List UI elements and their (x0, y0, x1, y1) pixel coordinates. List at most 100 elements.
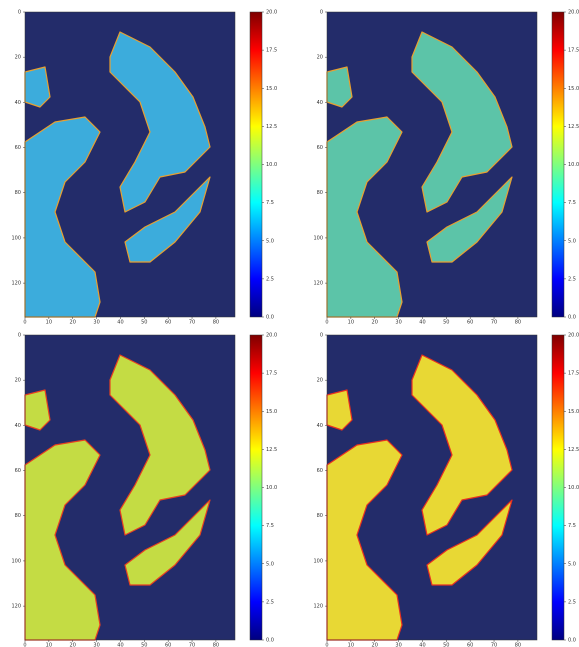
y-tick-label: 100 (313, 235, 323, 241)
colorbar-tick-label: 2.5 (266, 599, 274, 605)
colorbar-tick-label: 15.0 (266, 86, 277, 92)
y-tick-label: 60 (317, 145, 323, 151)
colorbar-tick-label: 17.5 (266, 48, 277, 54)
y-tick-label: 40 (15, 100, 21, 106)
x-tick-label: 0 (325, 643, 328, 647)
colorbar-tick-label: 2.5 (266, 276, 274, 282)
x-tick-label: 20 (70, 643, 76, 647)
colorbar-tick-label: 7.5 (266, 523, 274, 529)
axes-frame (326, 334, 538, 641)
x-tick-label: 70 (189, 320, 195, 326)
colorbar (551, 11, 565, 318)
x-tick-label: 20 (70, 320, 76, 326)
colorbar-tick-label: 20.0 (568, 10, 579, 16)
y-tick-label: 20 (317, 378, 323, 384)
y-tick-label: 120 (11, 604, 21, 610)
x-tick-label: 60 (467, 643, 473, 647)
x-tick-label: 80 (515, 643, 521, 647)
y-tick-label: 80 (15, 513, 21, 519)
colorbar-tick-label: 5.0 (568, 238, 576, 244)
colorbar-tick-label: 17.5 (568, 371, 579, 377)
y-tick-label: 100 (313, 558, 323, 564)
y-tick-label: 80 (317, 190, 323, 196)
x-tick-label: 10 (46, 320, 52, 326)
y-tick-label: 0 (18, 333, 21, 339)
y-tick-label: 20 (15, 55, 21, 61)
x-tick-label: 40 (419, 643, 425, 647)
y-tick-label: 20 (15, 378, 21, 384)
colorbar-tick-label: 5.0 (266, 238, 274, 244)
colorbar-tick-label: 12.5 (568, 447, 579, 453)
y-tick-label: 0 (320, 333, 323, 339)
colorbar-tick-label: 5.0 (568, 561, 576, 567)
colorbar-tick-label: 0.0 (266, 315, 274, 321)
x-tick-label: 80 (515, 320, 521, 326)
x-tick-label: 70 (189, 643, 195, 647)
x-tick-label: 30 (93, 320, 99, 326)
y-tick-label: 60 (15, 145, 21, 151)
x-tick-label: 50 (141, 320, 147, 326)
colorbar-tick-label: 12.5 (568, 124, 579, 130)
x-tick-label: 80 (213, 320, 219, 326)
colorbar-tick-label: 10.0 (568, 162, 579, 168)
colorbar-tick-label: 10.0 (266, 485, 277, 491)
x-tick-label: 30 (93, 643, 99, 647)
y-tick-label: 60 (317, 468, 323, 474)
y-tick-label: 100 (11, 558, 21, 564)
colorbar-tick-label: 20.0 (266, 10, 277, 16)
y-tick-label: 40 (317, 423, 323, 429)
colorbar-tick-label: 12.5 (266, 124, 277, 130)
colorbar-tick-label: 0.0 (568, 315, 576, 321)
colorbar-tick-label: 2.5 (568, 599, 576, 605)
y-tick-label: 120 (313, 281, 323, 287)
x-tick-label: 50 (443, 320, 449, 326)
colorbar-tick-label: 7.5 (568, 200, 576, 206)
x-tick-label: 80 (213, 643, 219, 647)
colorbar-tick-label: 0.0 (266, 638, 274, 644)
colorbar-tick-label: 10.0 (568, 485, 579, 491)
axes-frame (24, 11, 236, 318)
x-tick-label: 40 (117, 320, 123, 326)
colorbar-tick-label: 15.0 (568, 86, 579, 92)
x-tick-label: 50 (141, 643, 147, 647)
colorbar-tick-label: 17.5 (266, 371, 277, 377)
x-tick-label: 50 (443, 643, 449, 647)
axes-frame (24, 334, 236, 641)
x-tick-label: 0 (23, 320, 26, 326)
axes-frame (326, 11, 538, 318)
y-tick-label: 120 (313, 604, 323, 610)
heatmap-image (326, 335, 537, 641)
colorbar-tick-label: 12.5 (266, 447, 277, 453)
x-tick-label: 0 (23, 643, 26, 647)
colorbar-tick-label: 0.0 (568, 638, 576, 644)
y-tick-label: 20 (317, 55, 323, 61)
colorbar-tick-label: 20.0 (266, 333, 277, 339)
y-tick-label: 120 (11, 281, 21, 287)
x-tick-label: 10 (46, 643, 52, 647)
x-tick-label: 70 (491, 320, 497, 326)
y-tick-label: 40 (317, 100, 323, 106)
heatmap-image (24, 335, 235, 641)
heatmap-image (326, 12, 537, 318)
x-tick-label: 20 (372, 320, 378, 326)
colorbar-tick-label: 7.5 (266, 200, 274, 206)
colorbar-tick-label: 10.0 (266, 162, 277, 168)
x-tick-label: 10 (348, 643, 354, 647)
y-tick-label: 60 (15, 468, 21, 474)
colorbar-tick-label: 5.0 (266, 561, 274, 567)
x-tick-label: 40 (419, 320, 425, 326)
x-tick-label: 20 (372, 643, 378, 647)
colorbar-tick-label: 20.0 (568, 333, 579, 339)
x-tick-label: 60 (165, 320, 171, 326)
x-tick-label: 30 (395, 320, 401, 326)
y-tick-label: 80 (317, 513, 323, 519)
colorbar (551, 334, 565, 641)
colorbar (249, 11, 263, 318)
x-tick-label: 10 (348, 320, 354, 326)
y-tick-label: 40 (15, 423, 21, 429)
x-tick-label: 70 (491, 643, 497, 647)
colorbar-tick-label: 15.0 (266, 409, 277, 415)
x-tick-label: 60 (165, 643, 171, 647)
colorbar-tick-label: 7.5 (568, 523, 576, 529)
